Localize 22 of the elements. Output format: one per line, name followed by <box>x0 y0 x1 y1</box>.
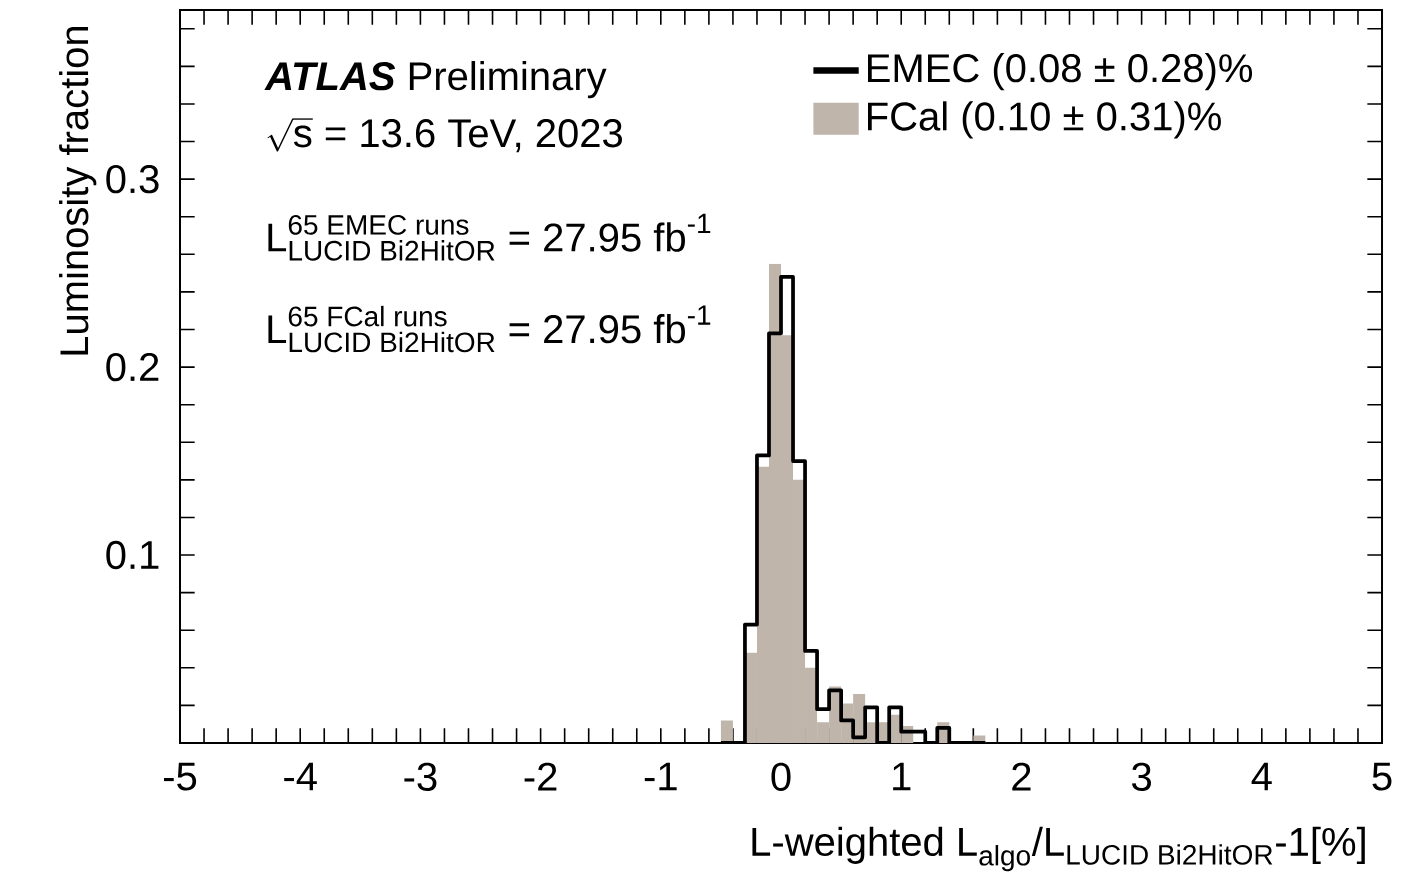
annotation: $\text{L}^{\text{65 FCal runs}}_{\text{LUCID Bi2HitOR}}\text{ = 27.95 fb}^{\text{-1}}$ <box>268 305 711 353</box>
x-tick-label: -4 <box>284 762 317 791</box>
x-tick-label: 5 <box>1372 762 1392 791</box>
x-tick-label: -5 <box>164 762 197 791</box>
x-tick-label: -2 <box>524 762 557 791</box>
x-tick-label: 4 <box>1251 762 1272 791</box>
y-tick-label: 0.3 <box>106 164 159 194</box>
x-axis-title: $\text{L-weighted L}_{\text{algo}}\text{/L}_{\text{LUCID Bi2HitOR}}\text{-1[\%]}$ <box>752 826 1365 872</box>
x-tick-label: 0 <box>771 762 791 791</box>
x-tick-label: 3 <box>1132 762 1151 791</box>
annotation: $\text{L}^{\text{65 EMEC runs}}_{\text{LUCID Bi2HitOR}}\text{ = 27.95 fb}^{\text{-1}}$ <box>268 213 711 261</box>
y-tick-label: 0.1 <box>106 540 159 570</box>
annotation: $\text{\textbf{\textit{ATLAS}} Preliminary}$ <box>264 60 607 99</box>
legend-label: FCal (0.10 ± 0.31)% <box>868 101 1221 139</box>
x-tick-label: 1 <box>893 762 911 791</box>
y-tick-label: 0.2 <box>106 352 159 382</box>
annotation: $\sqrt{\text{s}}\text{ = 13.6 TeV, 2023}$ <box>267 118 623 153</box>
x-tick-label: -3 <box>404 762 437 791</box>
x-tick-label: 2 <box>1012 762 1031 791</box>
legend-label: EMEC (0.08 ± 0.28)% <box>868 52 1253 91</box>
x-tick-label: -1 <box>644 762 677 791</box>
y-axis-title: Luminosity fraction <box>59 26 97 355</box>
